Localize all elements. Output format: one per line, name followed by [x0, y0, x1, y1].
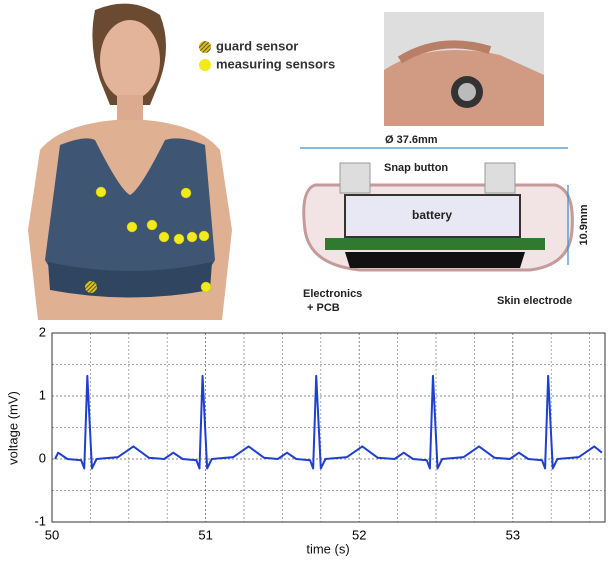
y-tick-label: -1 — [34, 513, 46, 528]
device-label: Electronics — [303, 288, 362, 300]
legend-marker — [199, 41, 211, 53]
ecg-line — [55, 376, 602, 469]
x-tick-label: 52 — [352, 527, 366, 542]
page: {"illustration": { "legend": ["guard sen… — [0, 0, 611, 558]
y-axis-title: voltage (mV) — [5, 391, 20, 465]
hand-photo — [384, 12, 544, 126]
x-axis-title: time (s) — [306, 541, 349, 556]
legend-text: guard sensor — [216, 38, 298, 53]
device-label: 10.9mm — [578, 204, 590, 245]
figure: guard sensor measuring sensors Ø 37.6mm … — [0, 0, 611, 558]
x-tick-label: 53 — [506, 527, 520, 542]
legend-marker — [199, 59, 211, 71]
device-label: Skin electrode — [497, 295, 572, 307]
x-tick-label: 50 — [45, 527, 59, 542]
y-tick-label: 1 — [39, 387, 46, 402]
device-label: Snap button — [384, 162, 448, 174]
device-label: Ø 37.6mm — [385, 134, 438, 146]
device-label: battery — [412, 208, 452, 222]
device-label: + PCB — [307, 302, 340, 314]
y-tick-label: 2 — [39, 324, 46, 339]
legend-text: measuring sensors — [216, 56, 335, 71]
y-tick-label: 0 — [39, 450, 46, 465]
x-tick-label: 51 — [198, 527, 212, 542]
